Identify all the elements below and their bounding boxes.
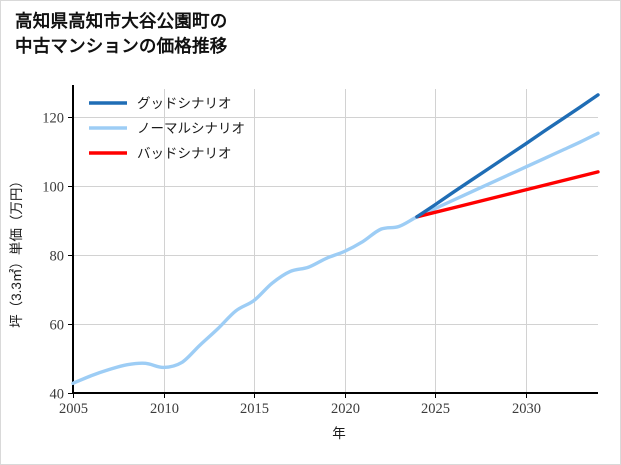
legend-label: ノーマルシナリオ xyxy=(137,121,245,136)
x-tick-label: 2005 xyxy=(59,401,88,417)
legend-label: グッドシナリオ xyxy=(137,96,232,111)
y-tick-label: 40 xyxy=(50,387,65,403)
y-axis-title: 坪（3.3㎡）単価（万円） xyxy=(9,174,24,328)
series-line-good xyxy=(415,93,600,219)
y-tick-label: 100 xyxy=(42,180,64,196)
x-tick-labels-group: 2005 2010 2015 2020 2025 2030 xyxy=(59,401,541,417)
x-tick-label: 2015 xyxy=(240,401,269,417)
x-tick-label: 2020 xyxy=(331,401,360,417)
axes-group xyxy=(68,85,598,398)
series-line-bad xyxy=(415,170,600,219)
x-axis-title: 年 xyxy=(332,426,346,441)
y-tick-label: 80 xyxy=(50,249,65,265)
y-tick-label: 60 xyxy=(50,318,65,334)
x-tick-label: 2010 xyxy=(150,401,179,417)
chart-title: 高知県高知市大谷公園町の 中古マンションの価格推移 xyxy=(15,11,228,56)
y-tick-labels-group: 40 60 80 100 120 xyxy=(42,111,64,403)
series-group xyxy=(71,93,600,386)
x-tick-label: 2030 xyxy=(512,401,541,417)
gridlines-group xyxy=(73,89,598,393)
y-tick-label: 120 xyxy=(42,111,64,127)
series-line-normal xyxy=(71,131,600,386)
x-tick-label: 2025 xyxy=(421,401,450,417)
legend-label: バッドシナリオ xyxy=(137,146,232,161)
